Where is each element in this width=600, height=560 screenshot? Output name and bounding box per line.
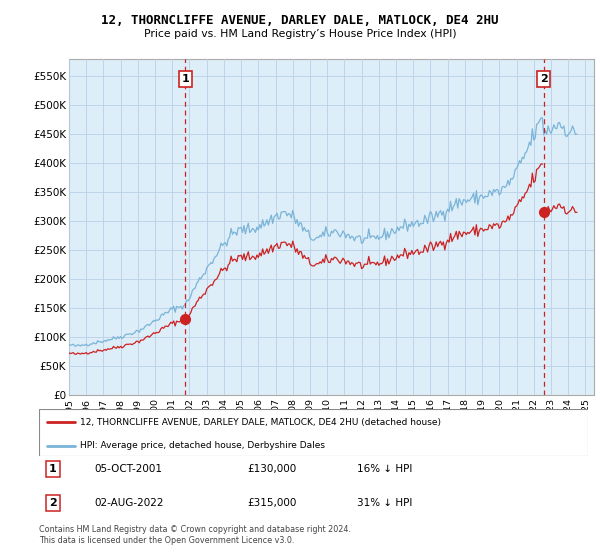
Text: HPI: Average price, detached house, Derbyshire Dales: HPI: Average price, detached house, Derb… xyxy=(80,441,325,450)
Text: Price paid vs. HM Land Registry’s House Price Index (HPI): Price paid vs. HM Land Registry’s House … xyxy=(143,29,457,39)
Text: Contains HM Land Registry data © Crown copyright and database right 2024.
This d: Contains HM Land Registry data © Crown c… xyxy=(39,525,351,545)
Text: 1: 1 xyxy=(181,74,189,84)
Text: 12, THORNCLIFFE AVENUE, DARLEY DALE, MATLOCK, DE4 2HU: 12, THORNCLIFFE AVENUE, DARLEY DALE, MAT… xyxy=(101,14,499,27)
Text: £315,000: £315,000 xyxy=(248,498,297,508)
Text: 16% ↓ HPI: 16% ↓ HPI xyxy=(358,464,413,474)
Text: 31% ↓ HPI: 31% ↓ HPI xyxy=(358,498,413,508)
FancyBboxPatch shape xyxy=(39,409,588,456)
Text: 12, THORNCLIFFE AVENUE, DARLEY DALE, MATLOCK, DE4 2HU (detached house): 12, THORNCLIFFE AVENUE, DARLEY DALE, MAT… xyxy=(80,418,441,427)
Text: 2: 2 xyxy=(49,498,56,508)
Text: 1: 1 xyxy=(49,464,56,474)
Text: 2: 2 xyxy=(540,74,548,84)
Text: £130,000: £130,000 xyxy=(248,464,297,474)
Text: 02-AUG-2022: 02-AUG-2022 xyxy=(94,498,163,508)
Text: 05-OCT-2001: 05-OCT-2001 xyxy=(94,464,162,474)
